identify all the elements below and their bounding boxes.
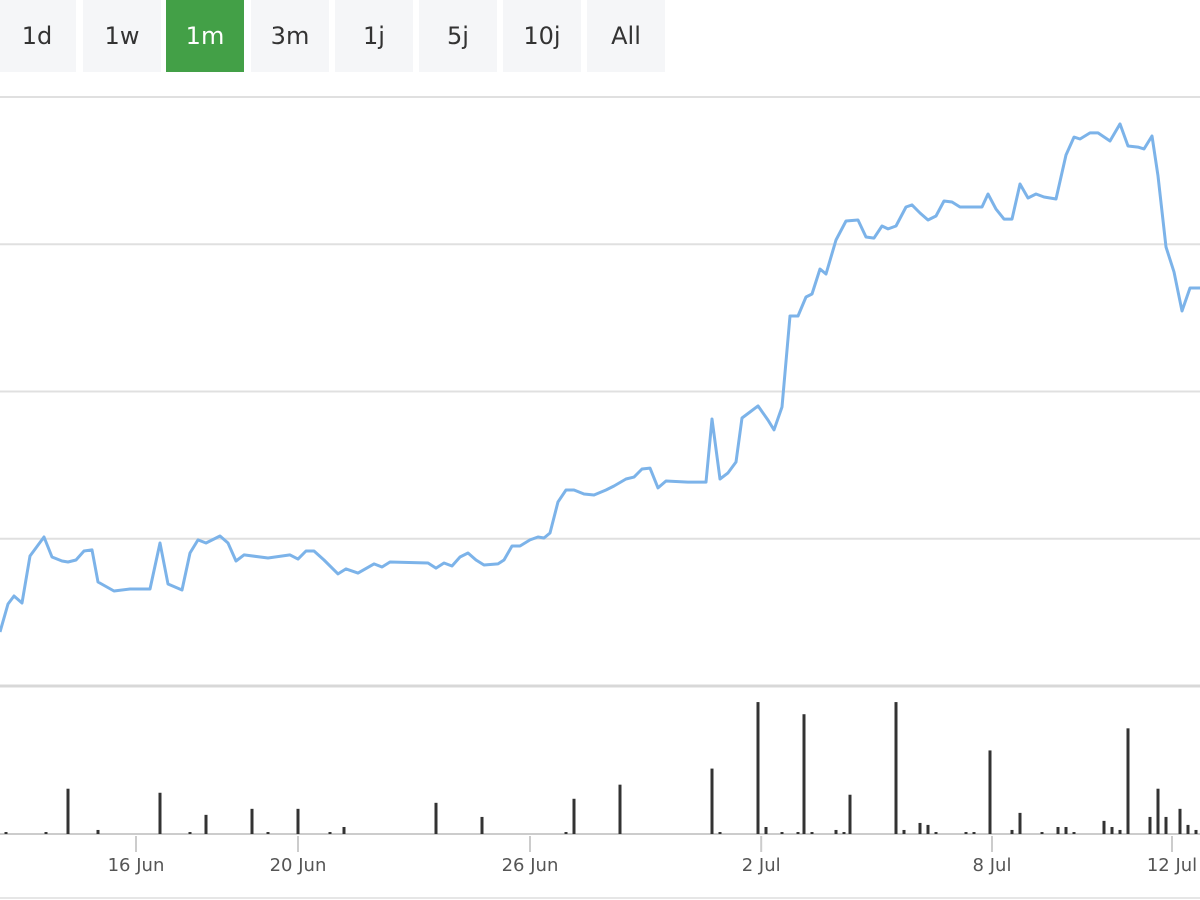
- volume-bar: [1072, 832, 1076, 834]
- volume-bar: [1056, 826, 1060, 834]
- volume-bar: [1018, 812, 1022, 834]
- volume-bar: [1118, 829, 1122, 834]
- volume-bar: [1064, 826, 1068, 834]
- range-button[interactable]: 1w: [83, 0, 161, 72]
- volume-bar: [1110, 826, 1114, 834]
- volume-bar: [1040, 832, 1044, 834]
- volume-bar: [564, 832, 568, 834]
- volume-bar: [718, 832, 722, 834]
- range-button[interactable]: 1m: [166, 0, 244, 72]
- volume-bar: [964, 832, 968, 834]
- volume-bar: [618, 784, 622, 834]
- range-button[interactable]: 5j: [419, 0, 497, 72]
- range-button[interactable]: All: [587, 0, 665, 72]
- range-button[interactable]: 1j: [335, 0, 413, 72]
- volume-bar: [802, 714, 806, 834]
- volume-bar: [434, 802, 438, 834]
- volume-bar: [250, 808, 254, 834]
- volume-bar: [266, 832, 270, 834]
- volume-bar: [972, 832, 976, 834]
- volume-bar: [44, 832, 48, 834]
- volume-bar: [1010, 829, 1014, 834]
- volume-bar: [1194, 829, 1198, 834]
- volume-bar: [480, 816, 484, 834]
- x-tick-label: 8 Jul: [973, 855, 1012, 876]
- x-tick-label: 16 Jun: [108, 855, 165, 876]
- range-button[interactable]: 10j: [503, 0, 581, 72]
- volume-bar: [1164, 816, 1168, 834]
- volume-bar: [926, 824, 930, 834]
- volume-bar: [902, 829, 906, 834]
- volume-bar: [834, 829, 838, 834]
- volume-bar: [848, 794, 852, 834]
- x-tick-label: 26 Jun: [502, 855, 559, 876]
- volume-bar: [988, 750, 992, 834]
- volume-bar: [1126, 728, 1130, 834]
- volume-bar: [1102, 820, 1106, 834]
- range-button[interactable]: 3m: [251, 0, 329, 72]
- volume-bar: [756, 702, 760, 834]
- volume-bar: [572, 798, 576, 834]
- volume-bar: [894, 702, 898, 834]
- volume-bar: [1186, 824, 1190, 834]
- volume-bar: [710, 768, 714, 834]
- volume-bar: [796, 832, 800, 834]
- volume-bar: [66, 788, 70, 834]
- x-tick-label: 2 Jul: [742, 855, 781, 876]
- volume-bar: [1178, 808, 1182, 834]
- price-line: [0, 122, 1200, 633]
- volume-bar: [188, 832, 192, 834]
- volume-bar: [1148, 816, 1152, 834]
- volume-bar: [4, 832, 8, 834]
- volume-bar: [342, 826, 346, 834]
- volume-bar: [158, 792, 162, 834]
- range-button[interactable]: 1d: [0, 0, 76, 72]
- volume-bar: [764, 826, 768, 834]
- volume-bar: [842, 832, 846, 834]
- volume-bar: [328, 832, 332, 834]
- x-tick-label: 12 Jul: [1147, 855, 1197, 876]
- volume-bar: [934, 832, 938, 834]
- volume-bar: [780, 832, 784, 834]
- volume-bar: [296, 808, 300, 834]
- volume-bar: [204, 814, 208, 834]
- volume-bar: [918, 822, 922, 834]
- x-tick-label: 20 Jun: [270, 855, 327, 876]
- volume-bar: [96, 829, 100, 834]
- volume-bar: [1156, 788, 1160, 834]
- volume-bar: [810, 832, 814, 834]
